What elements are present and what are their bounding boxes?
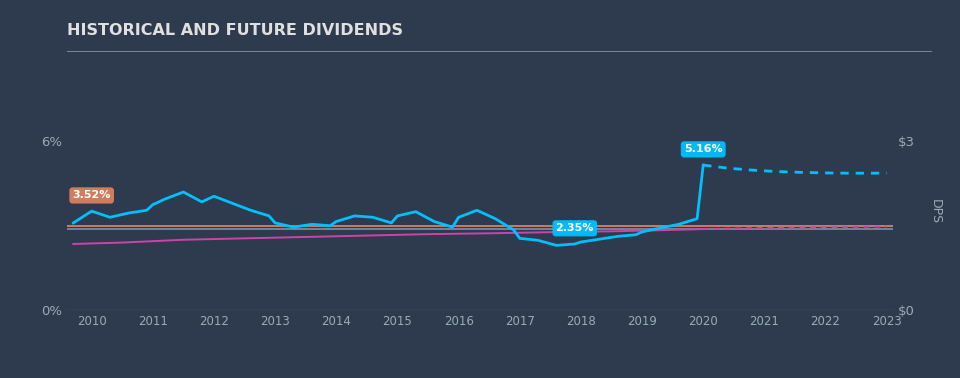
Text: 3.52%: 3.52% [72,191,110,200]
Text: 2.35%: 2.35% [556,223,594,233]
Text: HISTORICAL AND FUTURE DIVIDENDS: HISTORICAL AND FUTURE DIVIDENDS [67,23,403,38]
Text: 5.16%: 5.16% [684,144,723,154]
Y-axis label: DPS: DPS [928,199,942,224]
